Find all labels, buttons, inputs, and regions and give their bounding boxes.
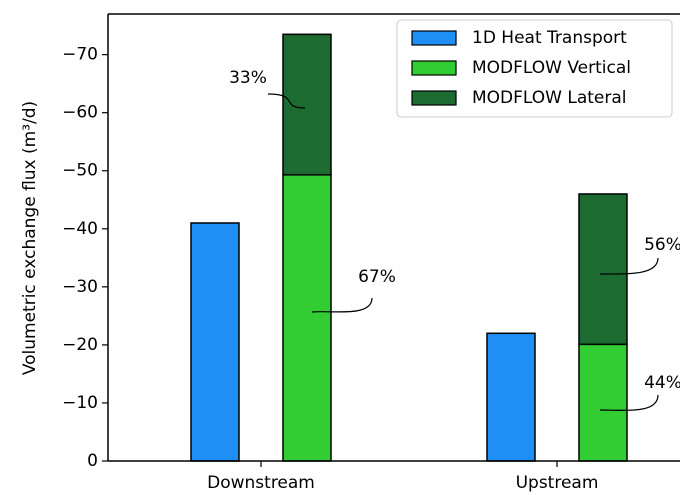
annotation: 33%	[229, 68, 267, 88]
legend	[396, 19, 673, 118]
y-tick-label: −20	[62, 335, 98, 355]
bar	[486, 332, 536, 462]
y-tick-label: −70	[62, 45, 98, 65]
bar	[282, 33, 332, 176]
annotation-arrow	[311, 297, 373, 313]
annotation-arrow	[599, 257, 659, 275]
y-tick-label: −30	[62, 277, 98, 297]
y-axis-label: Volumetric exchange flux (m³/d)	[20, 101, 40, 375]
y-tick-label: −50	[62, 161, 98, 181]
legend-label: 1D Heat Transport	[472, 28, 627, 48]
x-tick-label: Downstream	[207, 473, 315, 493]
annotation: 67%	[358, 267, 396, 287]
bar	[282, 174, 332, 462]
bar	[578, 193, 628, 346]
y-tick-label: −60	[62, 103, 98, 123]
legend-swatch	[411, 60, 457, 76]
bar	[578, 343, 628, 462]
y-tick-label: −10	[62, 393, 98, 413]
annotation-arrow	[267, 93, 306, 109]
legend-label: MODFLOW Vertical	[472, 58, 631, 78]
y-tick-label: −40	[62, 219, 98, 239]
annotation-arrow	[599, 394, 659, 411]
bar	[190, 222, 240, 462]
legend-swatch	[411, 90, 457, 106]
legend-swatch	[411, 30, 457, 46]
legend-label: MODFLOW Lateral	[472, 88, 627, 108]
x-tick-label: Upstream	[516, 473, 599, 493]
annotation: 56%	[644, 235, 680, 255]
annotation: 44%	[644, 373, 680, 393]
y-tick-label: 0	[87, 451, 98, 471]
